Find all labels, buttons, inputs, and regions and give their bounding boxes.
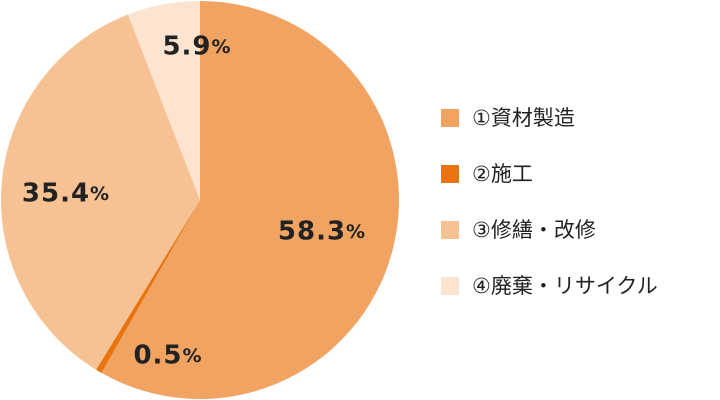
pie-slice [96,200,200,373]
legend-swatch [441,165,459,183]
legend-swatch [441,221,459,239]
legend-swatch [441,277,459,295]
data-label: 35.4% [22,179,110,209]
legend-label: ③修繕・改修 [472,218,596,242]
legend-label: ④廃棄・リサイクル [472,274,658,298]
legend-label: ①資材製造 [472,106,575,130]
data-label: 58.3% [278,217,366,247]
pie-slice [127,1,200,200]
data-label: 5.9% [162,32,231,62]
legend-swatch [441,109,459,127]
data-label: 0.5% [133,341,202,371]
pie-slice [101,1,399,399]
pie-slice [1,14,201,370]
legend-label: ②施工 [472,162,533,186]
